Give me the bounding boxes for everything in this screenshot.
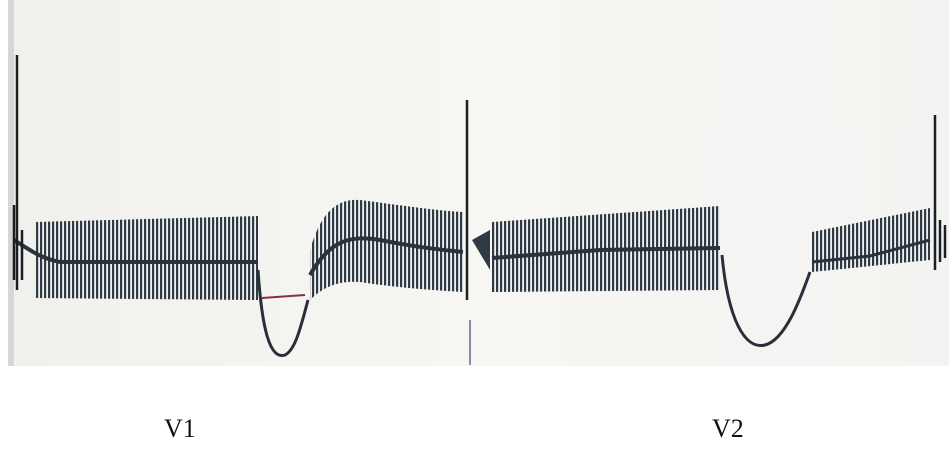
trace-band bbox=[310, 199, 463, 300]
trace-band bbox=[35, 216, 258, 300]
caption: V2 bbox=[712, 414, 744, 443]
trace-mean bbox=[811, 238, 931, 264]
pen-mark bbox=[261, 294, 306, 299]
trace-mean bbox=[12, 238, 258, 264]
spike bbox=[933, 115, 947, 270]
spike bbox=[12, 55, 24, 290]
paper bbox=[8, 0, 949, 366]
trace-mean bbox=[308, 236, 464, 276]
trace-mean bbox=[491, 246, 721, 260]
trace-band bbox=[812, 208, 930, 272]
trace-start bbox=[472, 230, 490, 270]
trace-dip bbox=[720, 254, 812, 347]
trace-dip bbox=[256, 269, 310, 357]
caption: V1 bbox=[164, 414, 196, 443]
paper-edge bbox=[8, 0, 14, 366]
